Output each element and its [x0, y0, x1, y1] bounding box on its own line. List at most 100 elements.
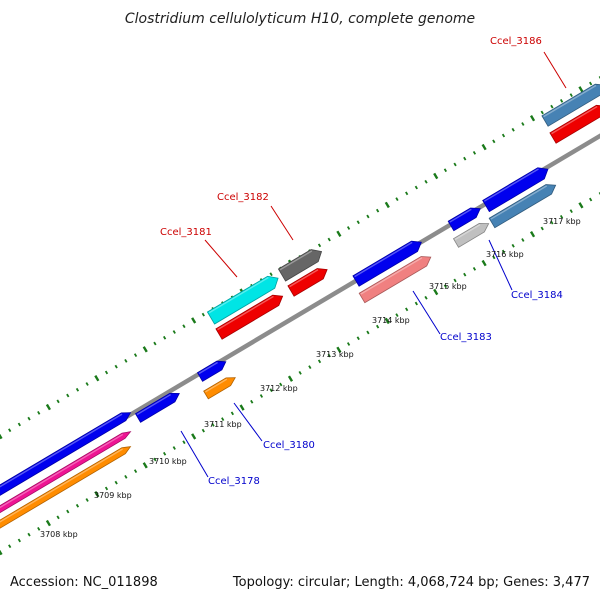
accession-text: Accession: NC_011898 [10, 575, 158, 590]
tick-mark [540, 110, 544, 115]
gene-feature [482, 167, 549, 213]
tick-mark [559, 99, 564, 103]
tick-mark [133, 469, 138, 473]
tick-mark [17, 422, 21, 427]
kbp-label: 3712 kbp [260, 384, 298, 393]
tick-mark [589, 81, 593, 86]
kbp-label: 3716 kbp [486, 250, 524, 259]
tick-mark [201, 312, 205, 317]
tick-mark [405, 191, 409, 196]
gene-feature-highlight [279, 250, 313, 271]
tick-mark [27, 532, 31, 537]
kbp-label: 3709 kbp [94, 491, 132, 500]
gene-feature-highlight [543, 84, 597, 118]
tick-mark [124, 359, 128, 363]
tick-mark [336, 230, 342, 237]
gene-label-ccel-3183: Ccel_3183 [440, 332, 492, 343]
tick-mark [124, 475, 128, 479]
tick-mark [366, 330, 370, 335]
gene-feature [206, 275, 279, 325]
tick-mark [114, 480, 118, 485]
tick-mark [472, 267, 477, 271]
gene-label-ccel-3182: Ccel_3182 [217, 192, 269, 203]
gene-label-ccel-3184: Ccel_3184 [511, 290, 563, 301]
tick-mark [589, 197, 593, 202]
tick-mark [269, 388, 273, 393]
gene-feature-highlight [208, 276, 269, 314]
tick-mark [327, 237, 331, 242]
tick-mark [521, 238, 525, 242]
tick-mark [550, 220, 554, 225]
tick-mark [481, 259, 487, 267]
tick-mark [37, 527, 41, 531]
tick-mark [142, 346, 148, 353]
tick-mark [578, 86, 584, 93]
tick-mark [569, 209, 573, 213]
kbp-label: 3714 kbp [372, 316, 410, 325]
label-callouts [180, 51, 567, 478]
tick-mark [472, 151, 477, 155]
kbp-scale: 3708 kbp 3709 kbp 3710 kbp 3711 kbp 3712… [40, 217, 581, 539]
tick-mark [114, 364, 118, 369]
tick-mark [356, 220, 360, 225]
gene-feature-highlight [490, 185, 548, 220]
tick-mark [384, 317, 390, 325]
tick-mark [550, 104, 554, 109]
tick-mark [8, 428, 12, 433]
kbp-label: 3708 kbp [40, 530, 78, 539]
tick-mark [94, 491, 100, 498]
tick-mark [414, 301, 418, 306]
tick-mark [201, 428, 205, 433]
gene-feature [277, 249, 323, 282]
gene-feature [215, 294, 284, 340]
tick-mark [259, 394, 264, 398]
tick-mark [424, 295, 428, 300]
gene-label-ccel-3180: Ccel_3180 [263, 440, 315, 451]
tick-mark [414, 185, 418, 190]
tick-mark [346, 226, 351, 230]
tick-mark [162, 451, 167, 456]
tick-mark [94, 375, 100, 382]
gene-feature [196, 360, 227, 382]
kbp-label: 3710 kbp [149, 457, 187, 466]
tick-mark [424, 179, 428, 184]
kbp-label: 3711 kbp [204, 420, 242, 429]
tick-mark [376, 324, 380, 329]
tick-mark [191, 433, 197, 440]
tick-mark [511, 127, 515, 132]
tick-mark [481, 143, 487, 151]
gene-feature-highlight [360, 257, 423, 295]
gene-feature-highlight [449, 208, 472, 223]
tick-mark [75, 387, 80, 392]
tick-mark [85, 498, 89, 502]
tick-mark [405, 307, 409, 312]
tick-mark [56, 399, 60, 404]
tick-mark [433, 288, 439, 296]
tick-mark [85, 382, 89, 386]
gene-feature-highlight [289, 269, 319, 288]
tick-mark [492, 139, 496, 144]
gene-feature [287, 268, 328, 297]
tick-mark [17, 538, 21, 543]
tick-mark [376, 208, 380, 213]
tick-mark [66, 509, 70, 514]
tick-mark [453, 162, 457, 167]
gene-feature-highlight [198, 361, 218, 375]
gene-feature [0, 431, 132, 514]
gene-feature-highlight [454, 224, 481, 241]
gene-feature-highlight [0, 448, 123, 523]
tick-mark [569, 93, 573, 97]
tick-mark [433, 172, 439, 180]
gene-feature [0, 446, 132, 529]
tick-mark [45, 403, 51, 411]
tick-mark [153, 457, 157, 462]
gene-label-ccel-3186: Ccel_3186 [490, 36, 542, 47]
callout-line [543, 51, 567, 89]
gene-feature [541, 83, 600, 127]
kbp-label: 3713 kbp [316, 350, 354, 359]
tick-mark [395, 197, 399, 201]
tick-mark [463, 156, 467, 161]
callout-line [488, 239, 513, 291]
callout-line [180, 430, 209, 478]
tick-mark [8, 544, 12, 549]
